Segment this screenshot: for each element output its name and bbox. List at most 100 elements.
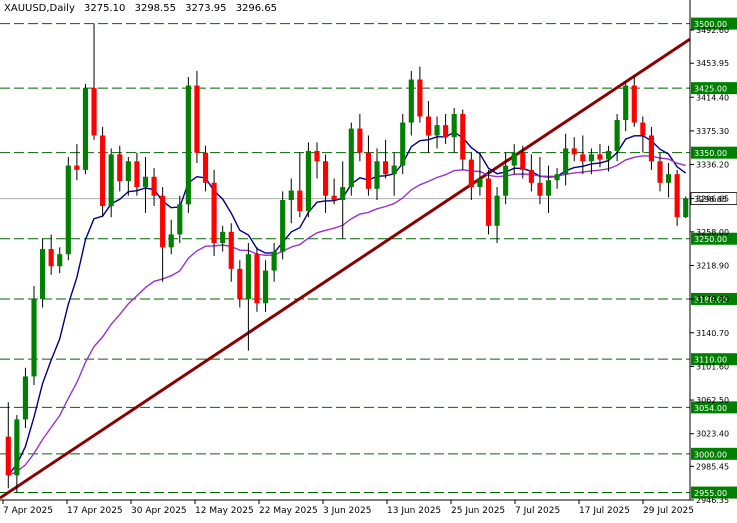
level-price-box [691, 17, 737, 30]
candle [82, 83, 89, 175]
y-tick-label: 3179.80 [696, 295, 729, 304]
candle [528, 154, 534, 192]
candle [185, 76, 191, 213]
candle-body [520, 152, 526, 170]
candle-body [31, 298, 37, 377]
current-price-label: 3296.65 [694, 195, 727, 204]
y-tick-label: 3336.20 [696, 161, 729, 170]
y-tick-label: 3296.65 [696, 195, 729, 204]
candle-body [528, 169, 534, 183]
candle-body [683, 198, 689, 218]
candle-body [503, 165, 509, 196]
candle-body [365, 152, 372, 189]
candle-body [100, 135, 106, 207]
candle-body [580, 154, 586, 162]
level-price-box [691, 292, 737, 305]
candle [477, 152, 483, 196]
level-price-label: 2955.00 [694, 489, 727, 498]
candle-body [374, 161, 380, 189]
y-tick-label: 3258.00 [696, 228, 729, 237]
y-tick-label: 3414.40 [696, 93, 729, 102]
trendline [0, 37, 691, 500]
candle [331, 178, 337, 205]
candle [305, 142, 311, 218]
level-price-label: 3500.00 [694, 20, 727, 29]
candle-body [228, 231, 234, 269]
candle [580, 135, 586, 175]
candle [322, 154, 329, 213]
candle-body [383, 161, 389, 175]
candle-body [288, 190, 294, 200]
candle [340, 161, 346, 239]
x-tick-label: 25 Jun 2025 [451, 506, 505, 516]
candle [623, 81, 629, 132]
candle [254, 247, 260, 312]
candle [648, 126, 654, 170]
candle [365, 135, 372, 196]
x-tick-label: 17 Apr 2025 [67, 506, 123, 516]
candle [537, 156, 543, 205]
candle [117, 145, 123, 192]
candle [417, 66, 423, 123]
candle [211, 169, 217, 256]
level-price-label: 3000.00 [694, 450, 727, 459]
candle-body [280, 199, 286, 252]
candle-body [262, 270, 269, 304]
low-value: 3273.95 [185, 3, 227, 14]
candle-body [665, 174, 672, 183]
x-tick-label: 7 Apr 2025 [3, 506, 53, 516]
candle-body [314, 150, 320, 162]
candle-body [57, 254, 63, 267]
x-tick-label: 22 May 2025 [259, 506, 318, 516]
candle-body [117, 154, 123, 182]
candle-body [554, 174, 560, 181]
trendline-group [0, 37, 691, 500]
candle-body [391, 165, 397, 175]
candle [657, 152, 663, 192]
level-price-box [691, 353, 737, 366]
candle [494, 187, 500, 244]
candle [460, 109, 466, 170]
level-price-box [691, 146, 737, 159]
candle-body [588, 154, 594, 162]
candle-body [425, 116, 432, 136]
candle-body [91, 88, 97, 136]
level-price-box [691, 401, 737, 414]
candle [237, 260, 243, 308]
candle-body [245, 254, 251, 299]
candle-body [468, 159, 474, 188]
candle [674, 169, 680, 226]
candle [31, 286, 37, 385]
candle-body [322, 161, 329, 196]
x-tick-label: 7 Jul 2025 [515, 506, 560, 516]
candle-body [211, 182, 217, 244]
level-price-label: 3180.00 [694, 295, 727, 304]
high-value: 3298.55 [134, 3, 176, 14]
y-tick-label: 3140.70 [696, 329, 729, 338]
candle [40, 238, 46, 308]
candle [108, 148, 114, 218]
candle [91, 23, 97, 140]
candle [245, 243, 251, 351]
candle-body [65, 165, 71, 255]
candle-body [108, 154, 114, 207]
candle [434, 116, 440, 149]
candle-body [597, 154, 603, 160]
candle-body [451, 113, 457, 138]
y-tick-label: 3062.50 [696, 396, 729, 405]
candle [443, 113, 449, 145]
level-price-label: 3250.00 [694, 235, 727, 244]
candle [280, 191, 286, 260]
candle-body [237, 268, 243, 299]
y-tick-label: 3492.60 [696, 26, 729, 35]
candle-body [477, 178, 483, 188]
candle-body [657, 161, 663, 183]
candle-body [494, 195, 500, 226]
y-tick-label: 3375.30 [696, 127, 729, 136]
candle [631, 75, 637, 127]
candle [520, 145, 526, 179]
candle-body [460, 113, 466, 160]
candle-body [160, 195, 166, 248]
